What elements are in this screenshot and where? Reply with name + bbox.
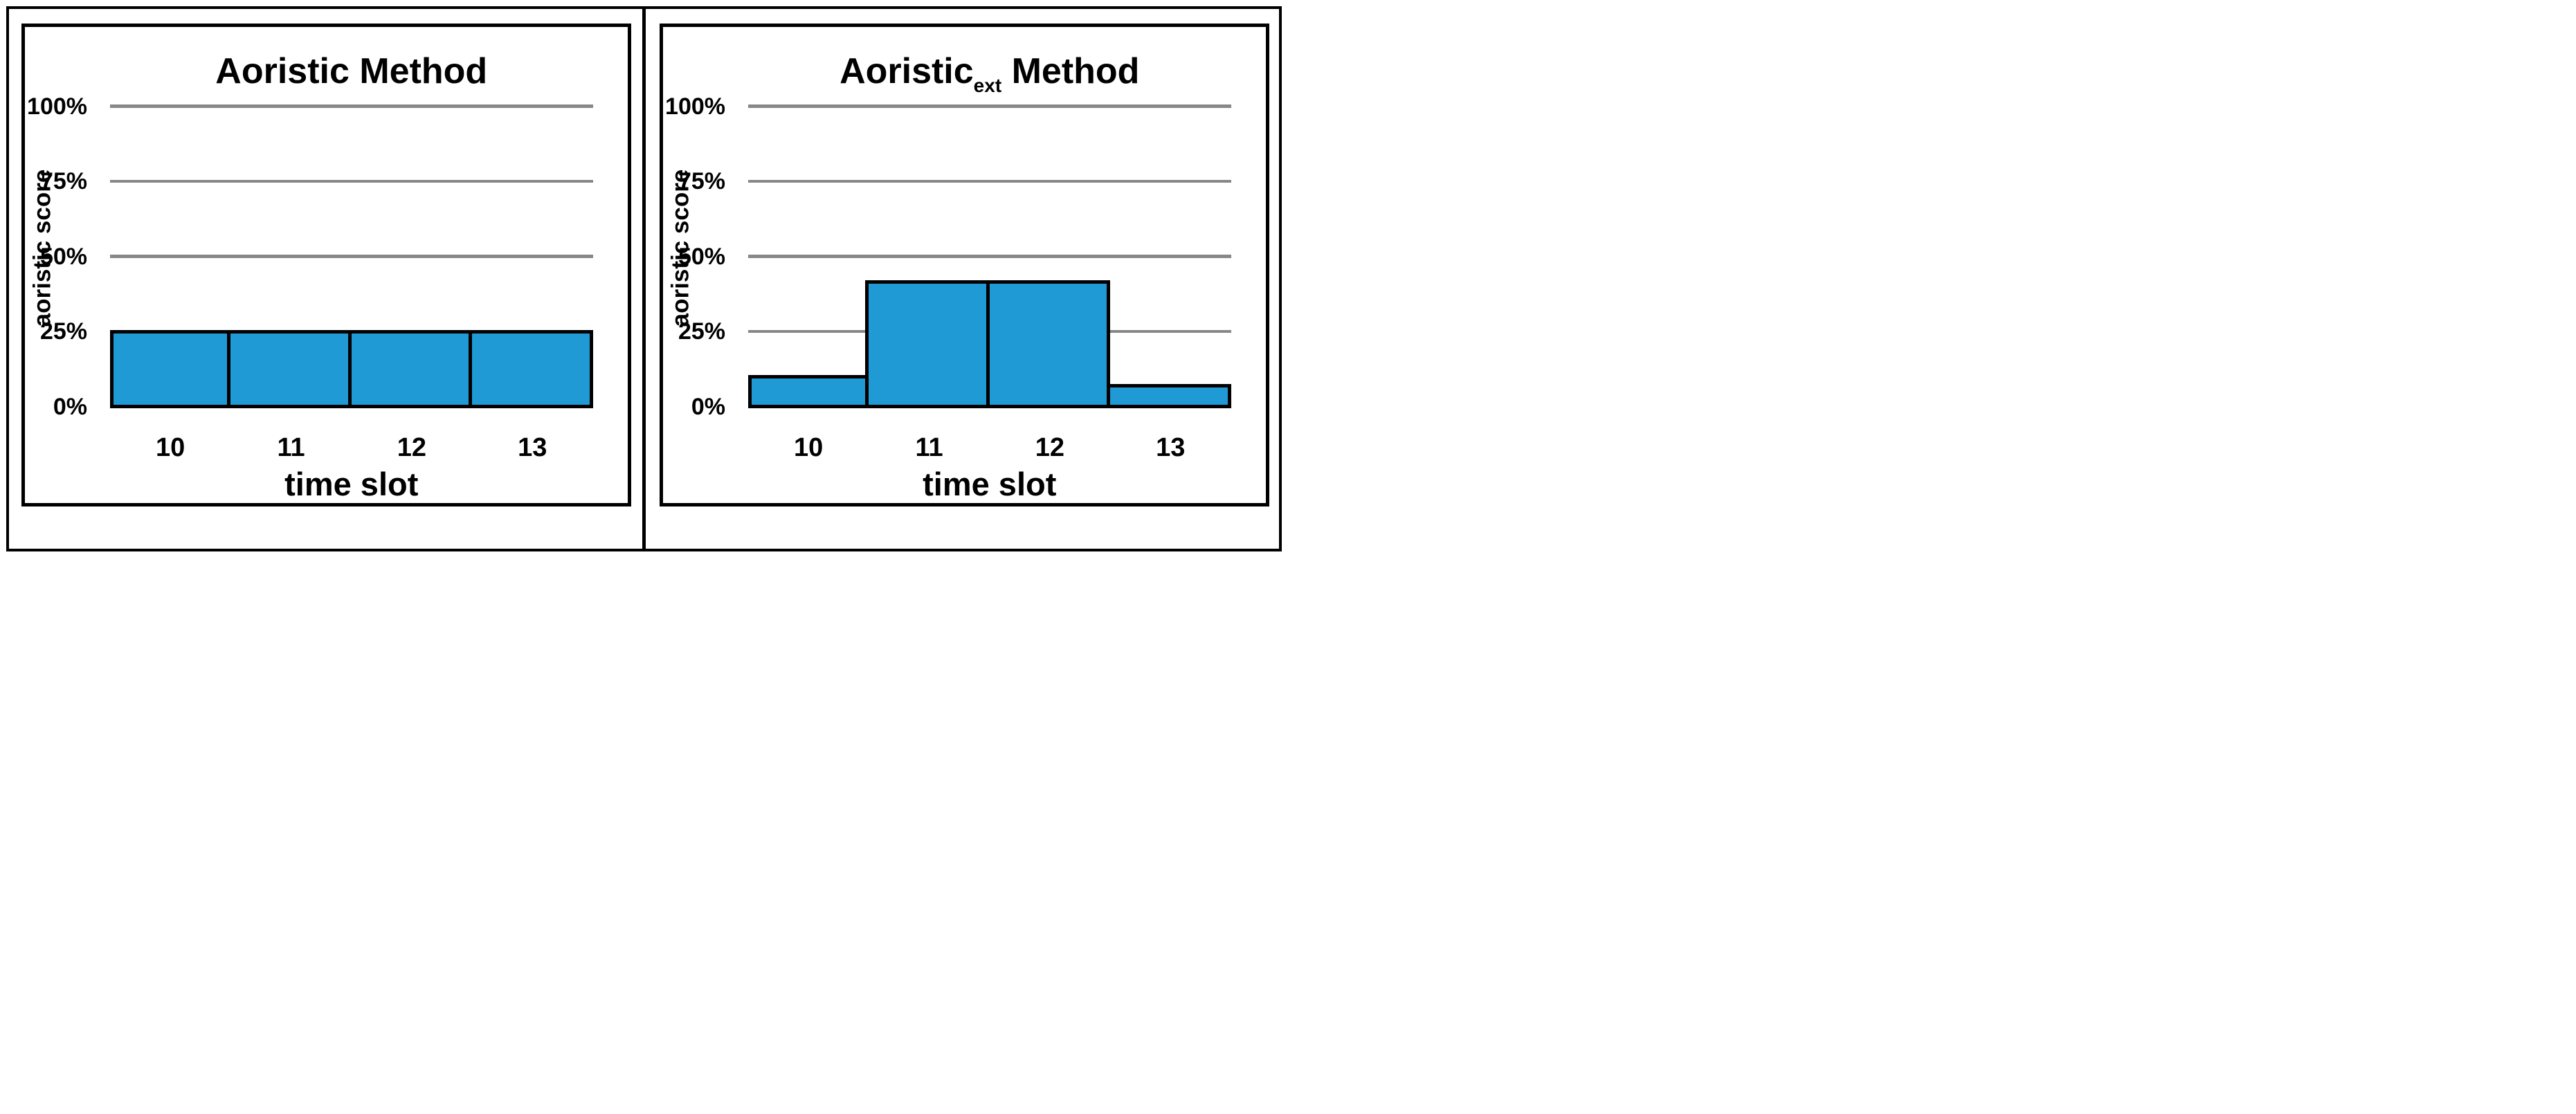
y-tick-label: 0% bbox=[53, 393, 87, 420]
bar bbox=[865, 280, 990, 408]
x-axis-title: time slot bbox=[284, 465, 419, 502]
y-tick-label: 75% bbox=[678, 168, 725, 194]
bar bbox=[227, 329, 352, 408]
chart-title: Aoristic Method bbox=[110, 51, 593, 98]
y-tick-label: 25% bbox=[39, 318, 87, 345]
x-tick-label: 13 bbox=[1156, 432, 1186, 462]
chart-panel-aoristic-ext: Aoristicext Method aoristic score 100% 75… bbox=[660, 23, 1269, 506]
chart-title-base: Aoristic bbox=[840, 51, 974, 91]
bar bbox=[469, 329, 593, 408]
x-tick-label: 11 bbox=[915, 432, 943, 462]
y-tick-label: 50% bbox=[39, 243, 87, 270]
bar bbox=[1107, 383, 1231, 408]
chart-title-rest: Method bbox=[349, 51, 488, 91]
gridline bbox=[110, 104, 593, 108]
chart-title-subscript: ext bbox=[973, 74, 1002, 96]
chart-title-base: Aoristic bbox=[215, 51, 350, 91]
gridline bbox=[110, 179, 593, 183]
bar bbox=[986, 280, 1111, 408]
bar bbox=[347, 329, 473, 408]
gridline bbox=[748, 104, 1231, 108]
x-tick-label: 10 bbox=[156, 432, 185, 462]
y-tick-label: 25% bbox=[678, 318, 725, 345]
y-tick-label: 0% bbox=[691, 393, 725, 420]
chart-title: Aoristicext Method bbox=[748, 51, 1231, 98]
chart-title-rest: Method bbox=[1001, 51, 1140, 91]
gridline bbox=[110, 255, 593, 258]
panel-divider bbox=[642, 6, 646, 551]
y-tick-label: 75% bbox=[39, 168, 87, 194]
x-tick-label: 12 bbox=[1035, 432, 1065, 462]
x-axis-title: time slot bbox=[923, 465, 1057, 502]
y-tick-label: 50% bbox=[678, 243, 725, 270]
x-tick-label: 12 bbox=[397, 432, 427, 462]
x-tick-label: 13 bbox=[518, 432, 547, 462]
gridline bbox=[748, 255, 1231, 258]
bar bbox=[110, 329, 231, 408]
x-tick-label: 10 bbox=[794, 432, 824, 462]
y-tick-label: 100% bbox=[665, 93, 725, 120]
x-tick-label: 11 bbox=[277, 432, 305, 462]
y-tick-label: 100% bbox=[27, 93, 87, 120]
gridline bbox=[748, 179, 1231, 183]
chart-panel-aoristic: Aoristic Method aoristic score 100% 75% 50… bbox=[21, 23, 631, 506]
bar bbox=[748, 374, 869, 408]
